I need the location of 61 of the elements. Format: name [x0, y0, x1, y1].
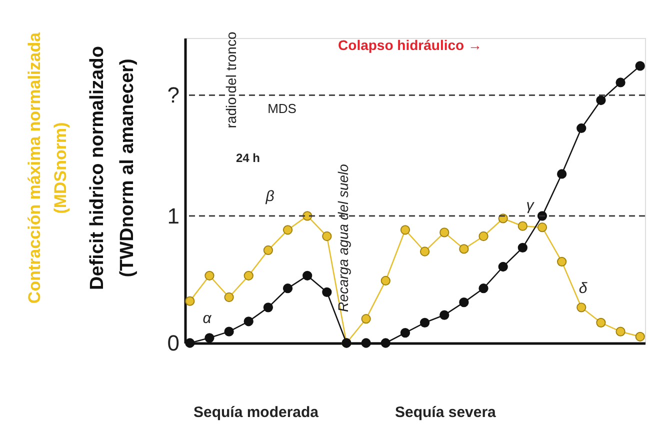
- point: [478, 284, 488, 294]
- point: [204, 333, 214, 343]
- annotation: α: [202, 310, 212, 327]
- point: [380, 276, 390, 286]
- point: [400, 328, 410, 338]
- point: [322, 231, 332, 242]
- text: Contracción máxima normalizada (MDSnorm): [25, 32, 70, 304]
- point: [361, 314, 371, 324]
- point: [244, 270, 254, 280]
- text: Sequía severa: [395, 404, 497, 421]
- point: [282, 225, 293, 235]
- point: [263, 245, 274, 256]
- point: [498, 214, 508, 224]
- annotation: Recarga agua del suelo: [335, 164, 351, 312]
- point: [263, 302, 274, 312]
- annotation: MDS: [268, 101, 297, 116]
- point: [224, 292, 234, 302]
- point: [635, 61, 645, 71]
- point: [224, 326, 234, 336]
- point: [576, 123, 586, 134]
- annotation: 24 h: [236, 151, 260, 165]
- point: [518, 242, 528, 253]
- point: [380, 338, 390, 348]
- point: [596, 95, 606, 106]
- point: [185, 338, 195, 348]
- point: [322, 287, 332, 297]
- point: [185, 296, 195, 306]
- point: [459, 244, 469, 254]
- point: [596, 318, 606, 328]
- point: [420, 318, 430, 328]
- point: [361, 338, 371, 348]
- annotation: δ: [578, 280, 588, 297]
- annotation: γ: [526, 197, 536, 214]
- point: [440, 228, 450, 238]
- point: [556, 256, 567, 266]
- point: [556, 169, 567, 179]
- point: [498, 262, 508, 272]
- annotation: Colapso hidráulico →: [338, 37, 482, 53]
- y-axis-title: Deficit hidrico normalizado (TWDnorm al amanecer): [87, 46, 138, 290]
- point: [302, 270, 312, 280]
- point: [400, 225, 410, 235]
- point: [440, 310, 450, 320]
- point: [282, 284, 293, 294]
- point: [616, 78, 626, 88]
- point: [537, 222, 548, 232]
- point: [518, 221, 528, 231]
- text: Sequía moderada: [193, 404, 320, 421]
- annotation: radio del tronco: [223, 32, 239, 128]
- point: [459, 298, 469, 308]
- y-tick-label: 1: [167, 203, 180, 228]
- point: [302, 211, 312, 221]
- point: [478, 231, 488, 242]
- y-tick-label: 0: [167, 330, 180, 356]
- annotation: β: [264, 188, 275, 205]
- point: [576, 302, 586, 312]
- point: [635, 332, 645, 342]
- point: [244, 316, 254, 326]
- point: [420, 246, 430, 256]
- point: [204, 270, 214, 280]
- point: [616, 326, 626, 336]
- y-tick-label: ?: [167, 82, 180, 108]
